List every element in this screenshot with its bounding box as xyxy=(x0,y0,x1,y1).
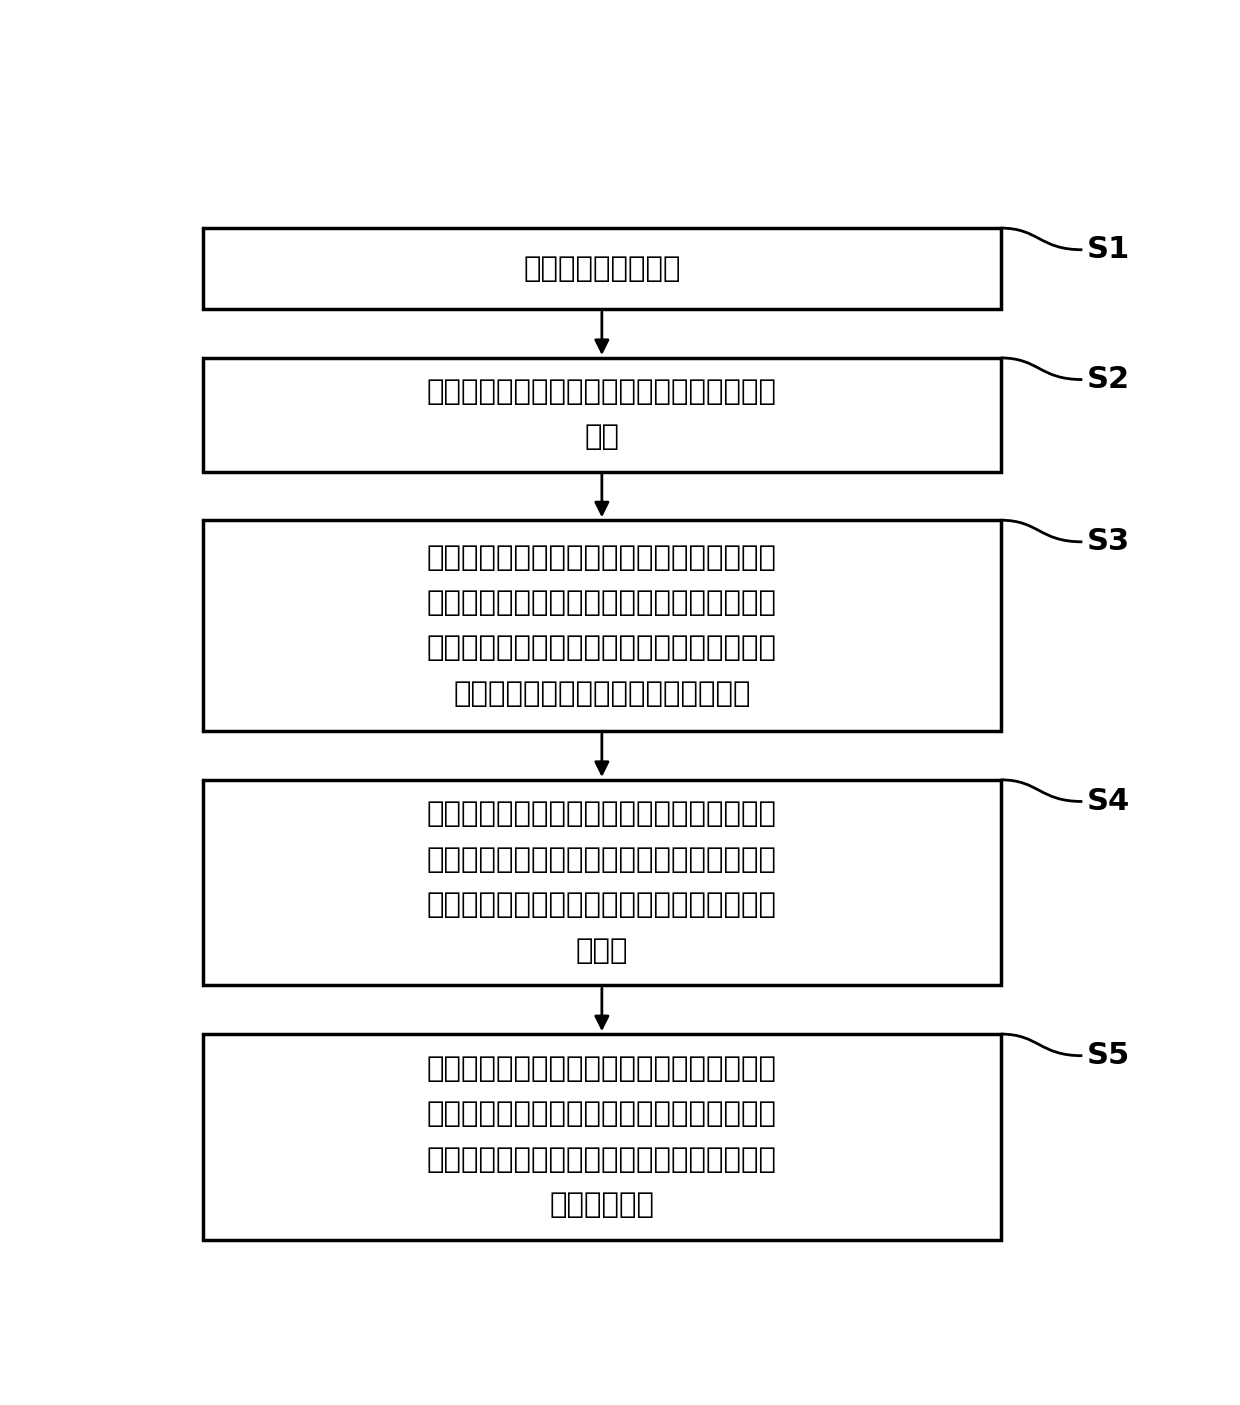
Text: 固定无功优化模型涉及的连续控制变量，采用: 固定无功优化模型涉及的连续控制变量，采用 xyxy=(427,801,777,829)
Text: 制变量: 制变量 xyxy=(575,937,629,965)
Text: 量越限次数和系统平均网损，得到最优离散控: 量越限次数和系统平均网损，得到最优离散控 xyxy=(427,891,777,919)
Text: S3: S3 xyxy=(1087,527,1131,556)
Text: 下的变量越限次数，统计得到最优场景，并获: 下的变量越限次数，统计得到最优场景，并获 xyxy=(427,635,777,662)
Text: S2: S2 xyxy=(1087,365,1131,393)
Text: 控制变量以及最优离散控制变量的越限次数和: 控制变量以及最优离散控制变量的越限次数和 xyxy=(427,1145,777,1173)
Bar xyxy=(203,780,1001,985)
Text: 内点法求解连续无功优化模型并计算每个场景: 内点法求解连续无功优化模型并计算每个场景 xyxy=(427,589,777,617)
Text: 根据风力发电机模型建立含风电场的无功优化: 根据风力发电机模型建立含风电场的无功优化 xyxy=(427,378,777,406)
Bar xyxy=(203,1034,1001,1239)
Text: S4: S4 xyxy=(1087,787,1131,816)
Text: S5: S5 xyxy=(1087,1041,1131,1071)
Text: 系统平均网损: 系统平均网损 xyxy=(549,1191,655,1220)
Text: 遗传算法减少无功优化模型在每个场景下的变: 遗传算法减少无功优化模型在每个场景下的变 xyxy=(427,846,777,874)
Text: 建立风力发电机模型: 建立风力发电机模型 xyxy=(523,254,681,282)
Text: S1: S1 xyxy=(1087,235,1131,264)
Text: 利用蒙特卡洛模拟和潮流计算检验最优连续控: 利用蒙特卡洛模拟和潮流计算检验最优连续控 xyxy=(427,1055,777,1083)
Text: 得最优场景下对应的最优连续控制变量: 得最优场景下对应的最优连续控制变量 xyxy=(453,680,750,708)
Bar xyxy=(203,358,1001,472)
Bar xyxy=(203,520,1001,731)
Text: 制变量和最优离散控制变量，计算出最优连续: 制变量和最优离散控制变量，计算出最优连续 xyxy=(427,1100,777,1128)
Text: 模型: 模型 xyxy=(584,423,619,451)
Bar xyxy=(203,228,1001,309)
Text: 固定无功优化模型涉及的离散控制变量，采用: 固定无功优化模型涉及的离散控制变量，采用 xyxy=(427,544,777,572)
